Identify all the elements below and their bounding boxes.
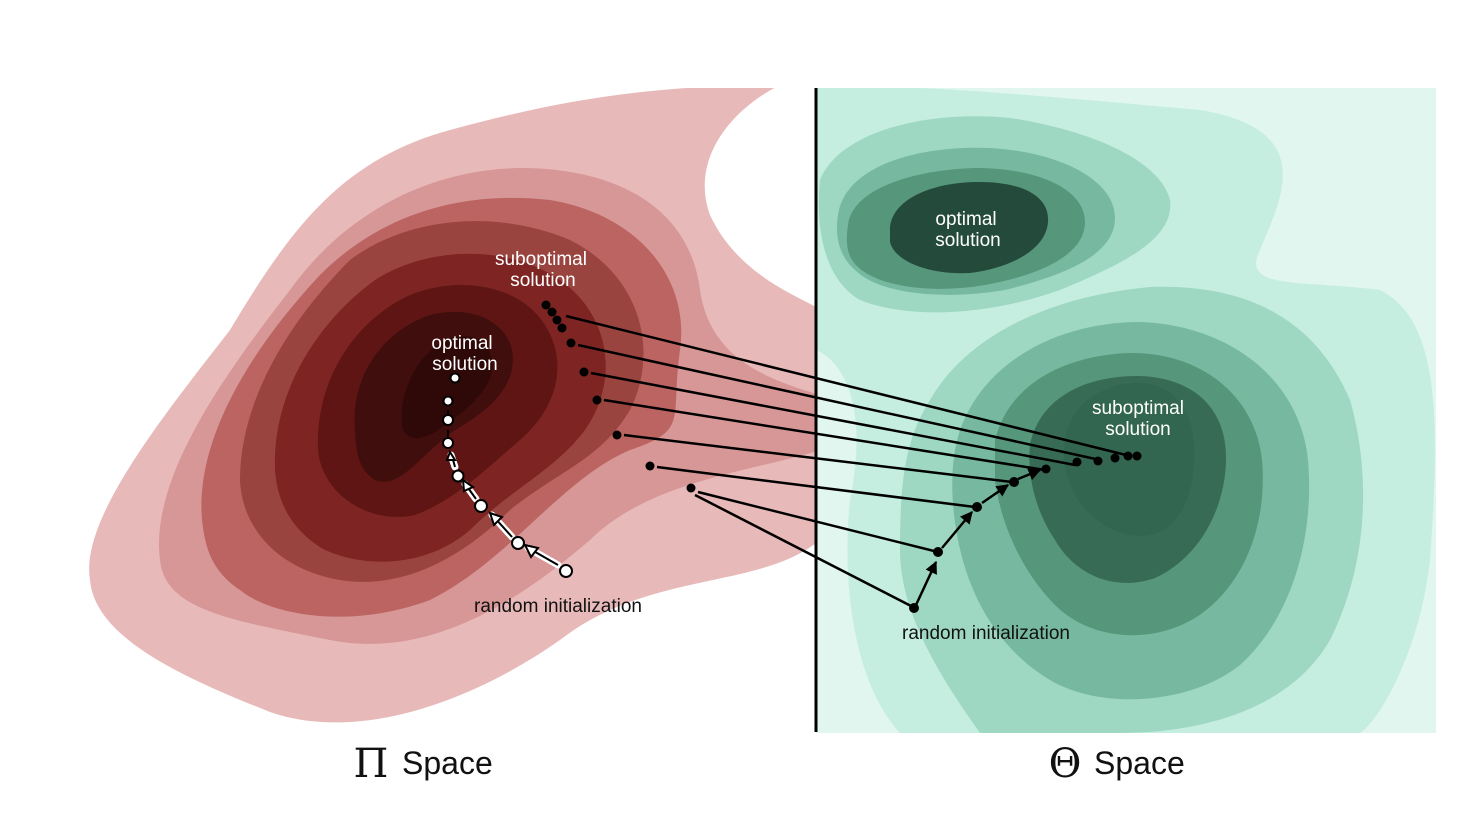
theta-init-label: random initialization [902,623,1070,644]
pi-optimal-label-line1: optimal [431,333,492,354]
theta-caption-symbol: Θ [1049,741,1082,787]
pi-suboptimal-dots [541,300,696,493]
pi-space-panel [89,88,815,723]
theta-caption-word: Space [1094,745,1185,781]
pi-caption-word: Space [402,745,493,781]
mapping-lines [565,314,1127,609]
pi-caption-symbol: Π [354,741,389,787]
theta-optimization-path [909,451,1142,613]
theta-optimal-label-line1: optimal [935,209,996,230]
theta-optimal-label-line2: solution [935,230,1001,251]
theta-suboptimal-label-line1: suboptimal [1092,398,1184,419]
pi-optimization-path [442,372,573,578]
theta-contour-7 [890,181,1049,274]
theta-suboptimal-label-line2: solution [1105,419,1171,440]
theta-space-panel [816,88,1436,733]
pi-suboptimal-label-line2: solution [510,270,576,291]
pi-contour-8 [401,335,493,439]
pi-init-label: random initialization [474,596,642,617]
pi-optimal-label-line2: solution [432,354,498,375]
pi-suboptimal-label-line1: suboptimal [495,249,587,270]
